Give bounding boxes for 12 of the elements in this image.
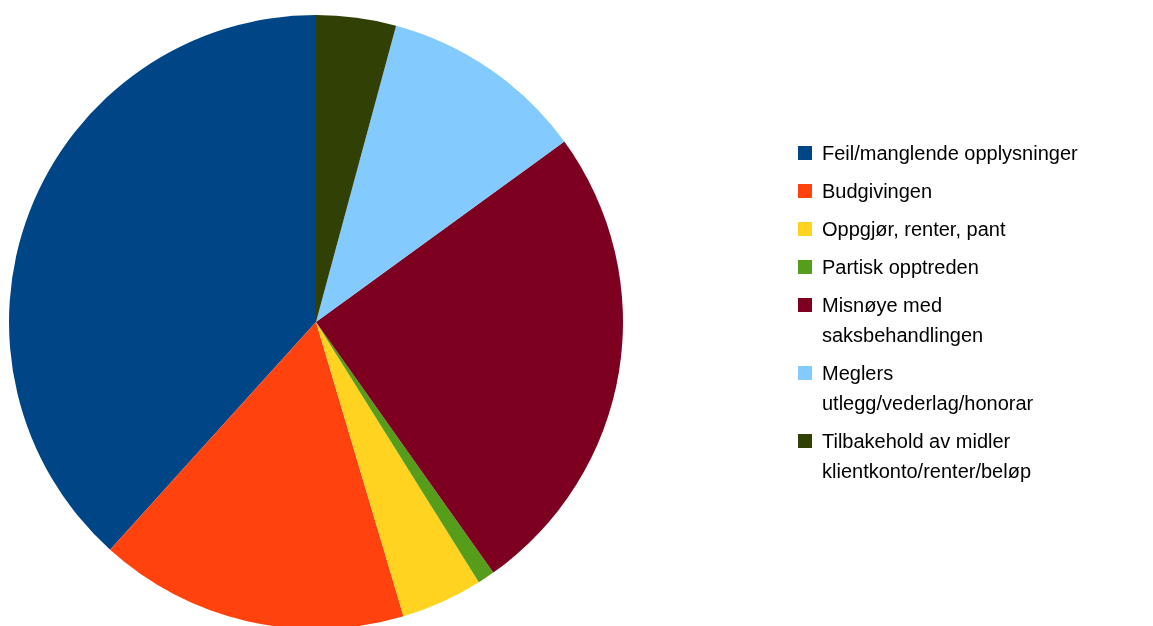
pie-slice	[316, 25, 565, 322]
legend-label: Tilbakehold av midler klientkonto/renter/beløp	[822, 430, 1032, 482]
legend-label: Meglers utlegg/vederlag/honorar	[822, 362, 1034, 414]
legend-label: Feil/manglende opplysninger	[822, 142, 1079, 164]
pie-slice	[110, 322, 404, 626]
pie-slice	[316, 15, 397, 322]
legend-label: Misnøye med saksbehandlingen	[822, 294, 984, 346]
pie-slice	[316, 141, 623, 573]
legend-label: Oppgjør, renter, pant	[822, 218, 1006, 240]
legend-label: Partisk opptreden	[822, 256, 979, 278]
legend-label: Budgivingen	[822, 180, 933, 202]
pie-slice	[316, 322, 479, 617]
